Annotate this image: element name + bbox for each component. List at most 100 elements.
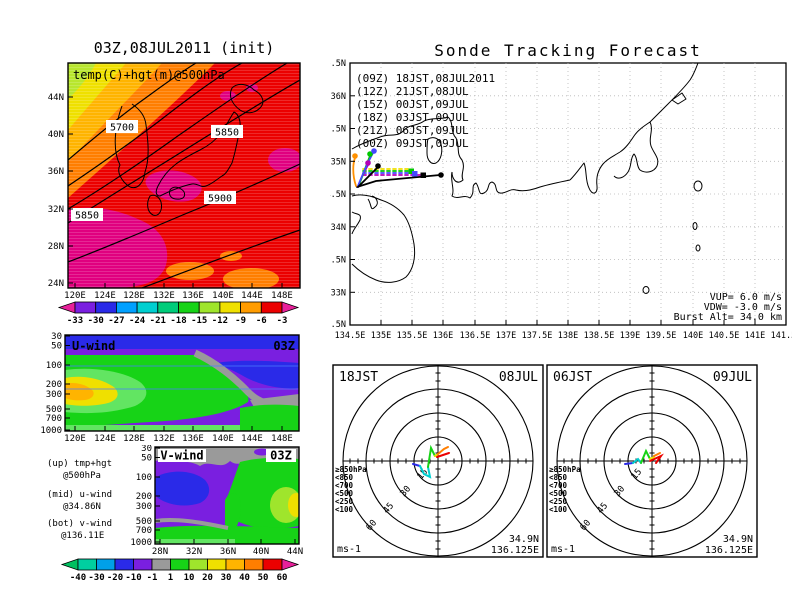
svg-text:<700: <700 bbox=[335, 481, 354, 490]
map500-lon-axis: 120E 124E 128E 132E 136E 140E 144E 148E bbox=[64, 283, 293, 301]
svg-text:(mid) u-wind: (mid) u-wind bbox=[47, 490, 112, 500]
svg-text:-24: -24 bbox=[129, 316, 146, 325]
svg-text:144E: 144E bbox=[241, 291, 263, 301]
svg-text:144E: 144E bbox=[241, 434, 263, 444]
svg-text:137.5E: 137.5E bbox=[522, 331, 553, 341]
svg-text:128E: 128E bbox=[123, 291, 145, 301]
svg-text:-30: -30 bbox=[88, 316, 104, 325]
map500-coastlines bbox=[114, 83, 264, 216]
svg-text:139E: 139E bbox=[620, 331, 640, 341]
svg-text:28N: 28N bbox=[152, 547, 168, 557]
svg-text:138.5E: 138.5E bbox=[584, 331, 615, 341]
map500-contour-labels: 5700 5850 5850 5900 bbox=[71, 120, 243, 222]
uwind-time: 03Z bbox=[273, 339, 295, 353]
svg-text:40: 40 bbox=[239, 573, 250, 583]
svg-text:34.5N: 34.5N bbox=[330, 190, 346, 200]
svg-text:138E: 138E bbox=[558, 331, 578, 341]
svg-text:-33: -33 bbox=[67, 316, 83, 325]
uwind-shaded-field bbox=[65, 335, 299, 431]
svg-text:124E: 124E bbox=[94, 291, 116, 301]
svg-text:44N: 44N bbox=[48, 93, 64, 103]
svg-text:137E: 137E bbox=[496, 331, 516, 341]
hodo2-lon: 136.125E bbox=[705, 545, 753, 556]
svg-text:1: 1 bbox=[168, 573, 173, 583]
svg-text:35N: 35N bbox=[331, 157, 346, 167]
svg-text:40N: 40N bbox=[48, 130, 64, 140]
panel-500hpa-map: 03Z,08JUL2011 (init) bbox=[48, 39, 301, 325]
svg-text:200: 200 bbox=[46, 380, 62, 390]
svg-text:135.5E: 135.5E bbox=[397, 331, 428, 341]
hodo2-legend: ≥850hPa <850 <700 <500 <250 <100 bbox=[549, 465, 581, 514]
svg-text:≥850hPa: ≥850hPa bbox=[335, 465, 367, 474]
hodo2-unit: ms-1 bbox=[551, 544, 575, 555]
panel-vwind: (up) tmp+hgt @500hPa (mid) u-wind @34.86… bbox=[47, 445, 303, 583]
svg-text:100: 100 bbox=[46, 361, 62, 371]
svg-text:300: 300 bbox=[136, 502, 152, 512]
sonde-lat-axis: 36.5N 36N 35.5N 35N 34.5N 34N 33.5N 33N … bbox=[330, 59, 355, 330]
svg-text:-30: -30 bbox=[88, 573, 104, 583]
svg-text:32N: 32N bbox=[48, 205, 64, 215]
map500-lat-axis: 44N 40N 36N 32N 28N 24N bbox=[48, 93, 73, 289]
svg-text:50: 50 bbox=[51, 342, 62, 352]
svg-text:35.5N: 35.5N bbox=[330, 125, 346, 135]
svg-text:-20: -20 bbox=[107, 573, 123, 583]
vwind-title: V-wind bbox=[160, 449, 203, 463]
svg-text:<100: <100 bbox=[335, 505, 354, 514]
svg-text:5850: 5850 bbox=[75, 211, 99, 222]
svg-text:5700: 5700 bbox=[110, 123, 134, 134]
svg-text:Burst Alt= 34.0 km: Burst Alt= 34.0 km bbox=[674, 312, 782, 323]
svg-text:32.5N: 32.5N bbox=[330, 320, 346, 330]
hodo1-lat: 34.9N bbox=[509, 534, 539, 545]
svg-text:139.5E: 139.5E bbox=[646, 331, 677, 341]
svg-text:148E: 148E bbox=[271, 434, 293, 444]
sonde-title: Sonde Tracking Forecast bbox=[434, 41, 702, 60]
svg-text:VDW= -3.0 m/s: VDW= -3.0 m/s bbox=[704, 302, 782, 313]
map500-title: 03Z,08JUL2011 (init) bbox=[94, 39, 275, 57]
svg-text:136.5E: 136.5E bbox=[460, 331, 491, 341]
svg-text:120E: 120E bbox=[64, 434, 86, 444]
sonde-annotations: VUP= 6.0 m/s VDW= -3.0 m/s Burst Alt= 34… bbox=[674, 292, 782, 323]
svg-text:141E: 141E bbox=[745, 331, 765, 341]
svg-text:-40: -40 bbox=[70, 573, 86, 583]
sonde-coastline bbox=[351, 62, 703, 294]
svg-text:24N: 24N bbox=[48, 279, 64, 289]
svg-text:300: 300 bbox=[46, 390, 62, 400]
legend-entry: (12Z) 21JST,08JUL bbox=[356, 85, 469, 98]
svg-text:20: 20 bbox=[202, 573, 213, 583]
svg-text:-9: -9 bbox=[235, 316, 246, 325]
svg-text:60: 60 bbox=[277, 573, 288, 583]
svg-text:140E: 140E bbox=[683, 331, 703, 341]
svg-text:<700: <700 bbox=[549, 481, 568, 490]
svg-text:<500: <500 bbox=[549, 489, 568, 498]
svg-text:36N: 36N bbox=[331, 92, 346, 102]
svg-text:-6: -6 bbox=[256, 316, 267, 325]
svg-text:700: 700 bbox=[46, 414, 62, 424]
svg-text:<100: <100 bbox=[549, 505, 568, 514]
svg-text:-12: -12 bbox=[212, 316, 228, 325]
svg-text:<250: <250 bbox=[335, 497, 354, 506]
svg-text:44N: 44N bbox=[287, 547, 303, 557]
svg-text:36.5N: 36.5N bbox=[330, 59, 346, 69]
svg-text:32N: 32N bbox=[186, 547, 202, 557]
svg-text:124E: 124E bbox=[94, 434, 116, 444]
svg-text:148E: 148E bbox=[271, 291, 293, 301]
vwind-lat-axis: 28N 32N 36N 40N 44N bbox=[152, 539, 303, 557]
svg-text:@500hPa: @500hPa bbox=[63, 471, 101, 481]
svg-text:<500: <500 bbox=[335, 489, 354, 498]
hodo2-date: 09JUL bbox=[713, 370, 752, 385]
legend-entry: (15Z) 00JST,09JUL bbox=[356, 98, 469, 111]
svg-text:(bot) v-wind: (bot) v-wind bbox=[47, 519, 112, 529]
svg-text:10: 10 bbox=[184, 573, 195, 583]
svg-text:<850: <850 bbox=[549, 473, 568, 482]
svg-text:500: 500 bbox=[46, 405, 62, 415]
panel-uwind: U-wind 03Z 30 50 100 200 300 500 700 100… bbox=[40, 332, 300, 444]
panel-hodograph-1: 15 30 45 60 18JST 08JUL ≥850hPa <850 <70… bbox=[332, 364, 544, 558]
svg-text:34N: 34N bbox=[331, 223, 346, 233]
svg-text:30: 30 bbox=[221, 573, 232, 583]
svg-text:5900: 5900 bbox=[208, 194, 232, 205]
map500-height-contours bbox=[68, 63, 300, 288]
svg-text:VUP= 6.0 m/s: VUP= 6.0 m/s bbox=[710, 292, 782, 303]
svg-text:-1: -1 bbox=[147, 573, 158, 583]
svg-text:28N: 28N bbox=[48, 242, 64, 252]
